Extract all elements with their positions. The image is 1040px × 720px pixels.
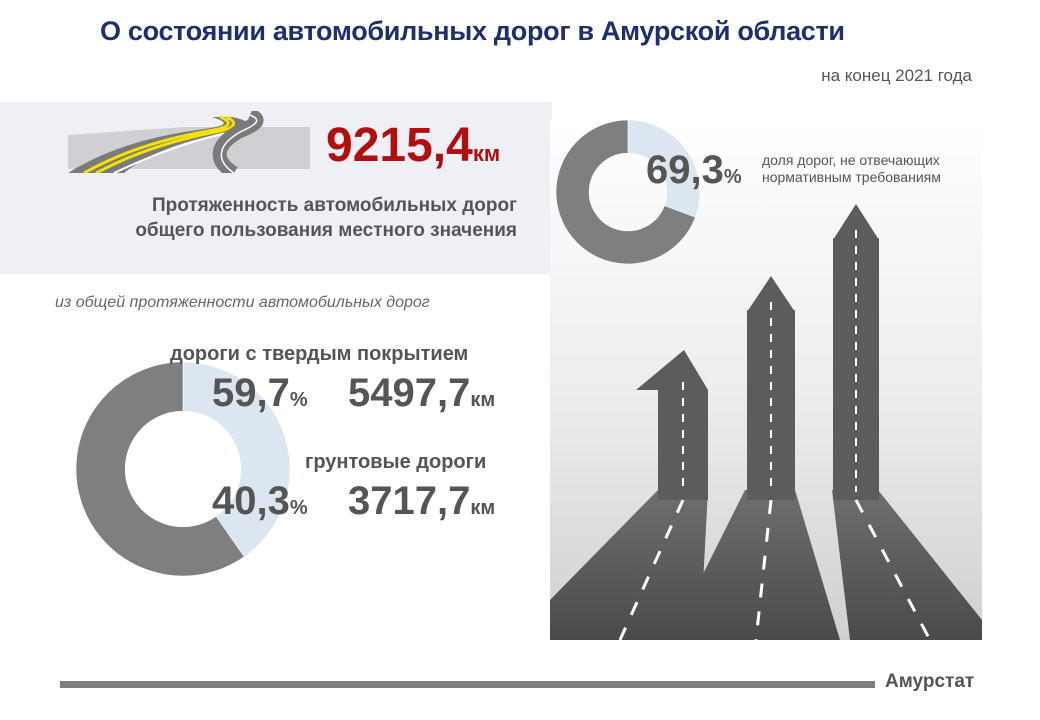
- paved-roads-percent-value: 59,7: [212, 371, 290, 415]
- non-compliant-share-desc-line2: нормативным требованиям: [762, 169, 941, 185]
- dirt-roads-length: 3717,7км: [348, 479, 495, 524]
- paved-roads-percent: 59,7%: [212, 371, 308, 416]
- paved-roads-length-unit: км: [470, 389, 496, 411]
- total-length-number: 9215,4: [326, 119, 473, 172]
- breakdown-note: из общей протяженности автомобильных дор…: [55, 294, 430, 311]
- non-compliant-share-value: 69,3: [646, 148, 724, 192]
- paved-roads-label: дороги с твердым покрытием: [170, 343, 469, 365]
- total-length-label-line1: Протяженность автомобильных дорог: [151, 195, 517, 216]
- dirt-roads-length-unit: км: [470, 497, 496, 519]
- non-compliant-share-desc-line1: доля дорог, не отвечающих: [762, 152, 940, 168]
- total-length-label: Протяженность автомобильных дорог общего…: [62, 193, 517, 243]
- paved-roads-slice: [76, 362, 245, 576]
- non-compliant-share-description: доля дорог, не отвечающих нормативным тр…: [762, 152, 992, 186]
- page-subtitle: на конец 2021 года: [821, 66, 972, 85]
- paved-roads-percent-unit: %: [289, 389, 308, 411]
- dirt-roads-length-value: 3717,7: [348, 479, 471, 523]
- dirt-roads-percent: 40,3%: [212, 479, 308, 524]
- rising-roads-illustration: [550, 120, 982, 640]
- non-compliant-share-slice: [556, 120, 696, 264]
- page-title: О состоянии автомобильных дорог в Амурск…: [100, 16, 845, 46]
- dirt-roads-percent-unit: %: [289, 497, 308, 519]
- non-compliant-share-unit: %: [723, 166, 742, 188]
- footer-divider: [60, 681, 875, 688]
- total-length-unit: км: [472, 141, 501, 166]
- non-compliant-share-percent: 69,3%: [646, 148, 742, 193]
- compliant-share-slice: [627, 120, 700, 218]
- footer-source: Амурстат: [885, 671, 975, 692]
- road-illustration: [68, 111, 310, 173]
- paved-roads-length-value: 5497,7: [348, 371, 471, 415]
- non-compliant-share-donut-chart: [556, 120, 700, 264]
- dirt-roads-slice: [182, 362, 290, 558]
- total-length-label-line2: общего пользования местного значения: [135, 220, 517, 241]
- dirt-roads-label: грунтовые дороги: [305, 451, 487, 473]
- paved-roads-length: 5497,7км: [348, 371, 495, 416]
- dirt-roads-percent-value: 40,3: [212, 479, 290, 523]
- total-length-value: 9215,4км: [326, 118, 500, 173]
- road-surface-donut-chart: [76, 362, 290, 576]
